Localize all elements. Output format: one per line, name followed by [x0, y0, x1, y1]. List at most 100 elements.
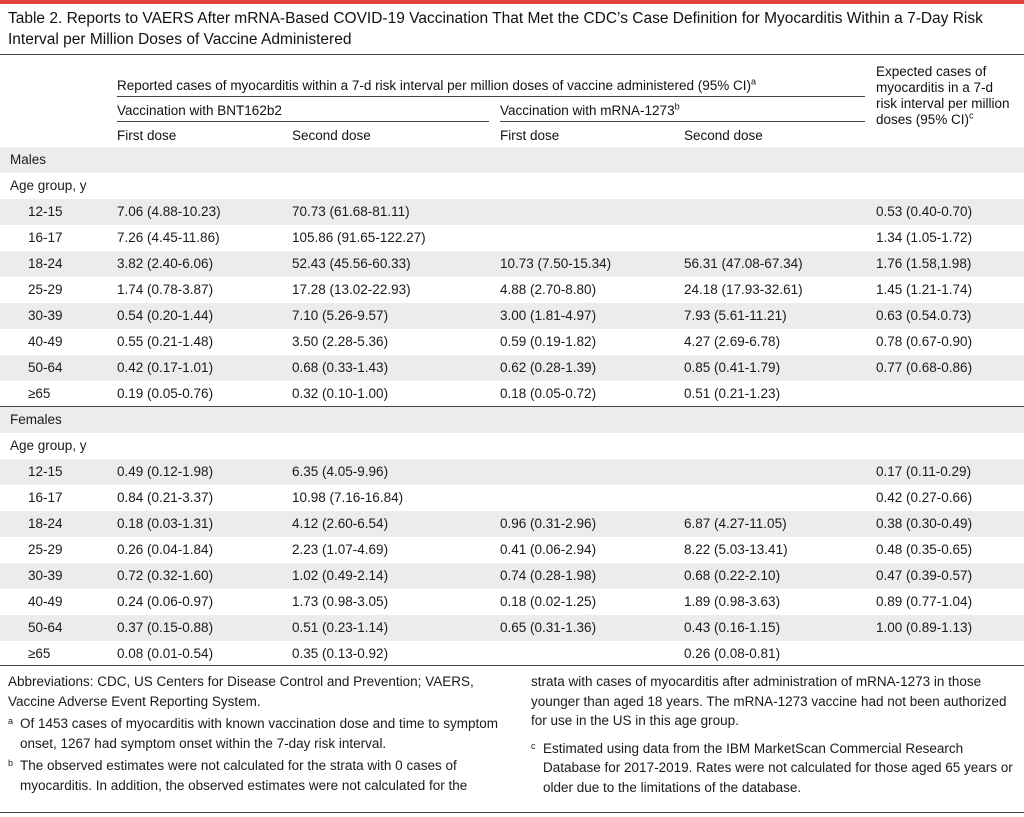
cell-age: 12-15: [28, 204, 63, 219]
cell-bnt1: 0.42 (0.17-1.01): [117, 360, 214, 375]
cell-m1: 0.59 (0.19-1.82): [500, 334, 597, 349]
cell-m2: 8.22 (5.03-13.41): [684, 542, 788, 557]
table-row: 18-24 0.18 (0.03-1.31) 4.12 (2.60-6.54) 0.9…: [0, 511, 1024, 537]
section-label: Females: [10, 412, 62, 427]
section-row: Females: [0, 407, 1024, 433]
cell-age: 30-39: [28, 568, 63, 583]
cell-age: 30-39: [28, 308, 63, 323]
cell-m2: 0.51 (0.21-1.23): [684, 386, 781, 401]
cell-m1: 0.74 (0.28-1.98): [500, 568, 597, 583]
section-rule: [0, 406, 1024, 407]
table-row: 25-29 1.74 (0.78-3.87) 17.28 (13.02-22.93)…: [0, 277, 1024, 303]
table-row: 40-49 0.24 (0.06-0.97) 1.73 (0.98-3.05) 0.1…: [0, 589, 1024, 615]
cell-bnt1: 0.84 (0.21-3.37): [117, 490, 214, 505]
cell-exp: 1.76 (1.58,1.98): [876, 256, 972, 271]
reported-header-rule: [117, 96, 865, 97]
cell-exp: 1.45 (1.21-1.74): [876, 282, 973, 297]
cell-m2: 24.18 (17.93-32.61): [684, 282, 803, 297]
cell-m2: 0.68 (0.22-2.10): [684, 568, 781, 583]
footnotes-left: Abbreviations: CDC, US Centers for Disea…: [8, 672, 508, 817]
subheader-row: Age group, y: [0, 433, 1024, 459]
cell-bnt1: 7.26 (4.45-11.86): [117, 230, 220, 245]
mrna-first-dose-header: First dose: [500, 128, 560, 143]
cell-m1: 4.88 (2.70-8.80): [500, 282, 597, 297]
cell-age: 16-17: [28, 490, 63, 505]
cell-m1: 0.18 (0.05-0.72): [500, 386, 597, 401]
title-rule: [0, 54, 1024, 55]
cell-age: 18-24: [28, 516, 63, 531]
cell-m2: 4.27 (2.69-6.78): [684, 334, 781, 349]
cell-exp: 0.78 (0.67-0.90): [876, 334, 973, 349]
cell-bnt1: 0.55 (0.21-1.48): [117, 334, 214, 349]
cell-bnt1: 0.49 (0.12-1.98): [117, 464, 214, 479]
cell-age: 25-29: [28, 282, 63, 297]
cell-bnt2: 0.68 (0.33-1.43): [292, 360, 389, 375]
table-row: 18-24 3.82 (2.40-6.06) 52.43 (45.56-60.33)…: [0, 251, 1024, 277]
cell-bnt2: 2.23 (1.07-4.69): [292, 542, 389, 557]
cell-exp: 0.89 (0.77-1.04): [876, 594, 973, 609]
cell-bnt2: 0.35 (0.13-0.92): [292, 646, 389, 661]
cell-age: 12-15: [28, 464, 63, 479]
cell-m1: 0.62 (0.28-1.39): [500, 360, 597, 375]
table-row: 16-17 0.84 (0.21-3.37) 10.98 (7.16-16.84) 0…: [0, 485, 1024, 511]
table-row: 12-15 7.06 (4.88-10.23) 70.73 (61.68-81.11…: [0, 199, 1024, 225]
cell-m2: 56.31 (47.08-67.34): [684, 256, 803, 271]
bnt-second-dose-header: Second dose: [292, 128, 371, 143]
cell-bnt1: 3.82 (2.40-6.06): [117, 256, 214, 271]
table-row: 30-39 0.54 (0.20-1.44) 7.10 (5.26-9.57) 3.0…: [0, 303, 1024, 329]
cell-exp: 0.63 (0.54.0.73): [876, 308, 972, 323]
cell-age: 16-17: [28, 230, 63, 245]
cell-age: 50-64: [28, 360, 63, 375]
cell-bnt2: 1.02 (0.49-2.14): [292, 568, 389, 583]
footnote-b: b The observed estimates were not calcula…: [8, 758, 468, 793]
cell-exp: 1.34 (1.05-1.72): [876, 230, 973, 245]
age-group-label: Age group, y: [10, 178, 87, 193]
table-row: 50-64 0.37 (0.15-0.88) 0.51 (0.23-1.14) 0.6…: [0, 615, 1024, 641]
mrna-second-dose-header: Second dose: [684, 128, 763, 143]
cell-bnt1: 0.19 (0.05-0.76): [117, 386, 214, 401]
cell-bnt2: 6.35 (4.05-9.96): [292, 464, 389, 479]
cell-age: 25-29: [28, 542, 63, 557]
cell-m1: 10.73 (7.50-15.34): [500, 256, 612, 271]
abbreviations-note: Abbreviations: CDC, US Centers for Disea…: [8, 674, 474, 709]
cell-bnt2: 1.73 (0.98-3.05): [292, 594, 389, 609]
cell-age: ≥65: [28, 646, 51, 661]
mrna-header-rule: [500, 121, 865, 122]
cell-m2: 0.85 (0.41-1.79): [684, 360, 781, 375]
cell-bnt1: 0.18 (0.03-1.31): [117, 516, 214, 531]
cell-m1: 0.41 (0.06-2.94): [500, 542, 597, 557]
cell-bnt1: 0.37 (0.15-0.88): [117, 620, 214, 635]
cell-m1: 0.18 (0.02-1.25): [500, 594, 597, 609]
section-label: Males: [10, 152, 47, 167]
cell-m2: 0.43 (0.16-1.15): [684, 620, 781, 635]
cell-bnt1: 1.74 (0.78-3.87): [117, 282, 214, 297]
cell-bnt2: 52.43 (45.56-60.33): [292, 256, 411, 271]
cell-age: 40-49: [28, 594, 63, 609]
cell-bnt2: 0.51 (0.23-1.14): [292, 620, 389, 635]
cell-exp: 0.17 (0.11-0.29): [876, 464, 972, 479]
cell-m2: 7.93 (5.61-11.21): [684, 308, 787, 323]
section-row: Males: [0, 147, 1024, 173]
bnt-header: Vaccination with BNT162b2: [117, 103, 282, 118]
table-bottom-rule: [0, 665, 1024, 666]
cell-age: 50-64: [28, 620, 63, 635]
cell-bnt1: 7.06 (4.88-10.23): [117, 204, 221, 219]
cell-age: ≥65: [28, 386, 51, 401]
cell-m2: 1.89 (0.98-3.63): [684, 594, 781, 609]
expected-header: Expected cases of myocarditis in a 7-d r…: [876, 64, 1010, 127]
subheader-row: Age group, y: [0, 173, 1024, 199]
cell-bnt2: 4.12 (2.60-6.54): [292, 516, 389, 531]
cell-bnt1: 0.72 (0.32-1.60): [117, 568, 214, 583]
cell-exp: 0.47 (0.39-0.57): [876, 568, 973, 583]
cell-m2: 0.26 (0.08-0.81): [684, 646, 781, 661]
cell-bnt2: 3.50 (2.28-5.36): [292, 334, 389, 349]
accent-bar: [0, 0, 1024, 4]
table-row: 40-49 0.55 (0.21-1.48) 3.50 (2.28-5.36) 0.5…: [0, 329, 1024, 355]
table-row: 16-17 7.26 (4.45-11.86) 105.86 (91.65-122.…: [0, 225, 1024, 251]
cell-exp: 1.00 (0.89-1.13): [876, 620, 973, 635]
bottom-rule: [0, 812, 1024, 813]
cell-exp: 0.77 (0.68-0.86): [876, 360, 973, 375]
cell-bnt2: 70.73 (61.68-81.11): [292, 204, 410, 219]
cell-bnt2: 105.86 (91.65-122.27): [292, 230, 426, 245]
cell-bnt1: 0.08 (0.01-0.54): [117, 646, 214, 661]
